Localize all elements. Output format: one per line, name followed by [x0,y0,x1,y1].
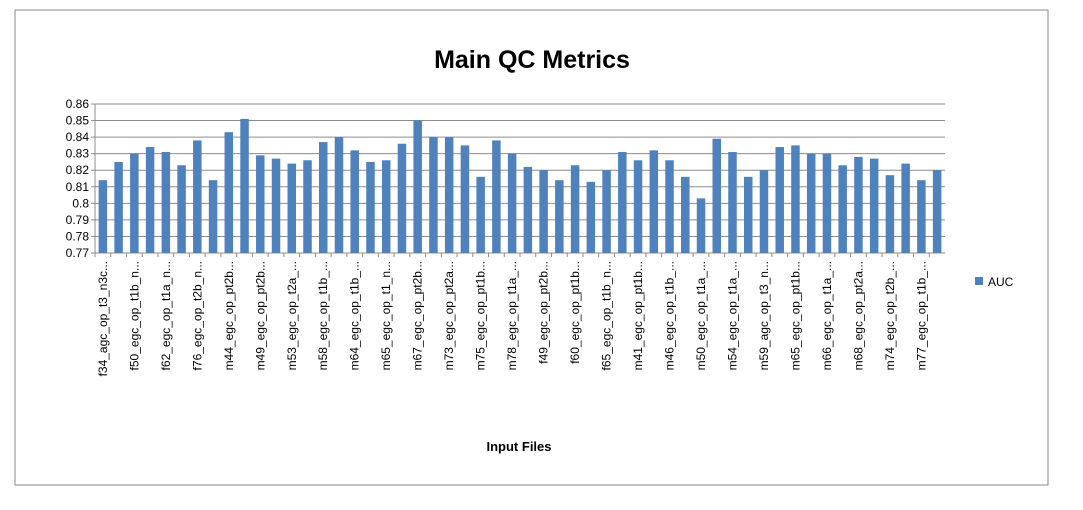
bar [555,180,564,253]
x-tick-label: m66_egc_op_t1a_... [820,261,834,370]
bar [161,152,171,253]
y-tick-label: 0.83 [66,147,90,161]
bar [177,165,186,253]
x-tick-label: m67_egc_op_pt2b... [411,261,425,370]
y-tick-label: 0.78 [66,229,90,243]
x-tick-label: m68_egc_op_pt2a... [851,261,865,370]
bar [539,170,548,253]
bar [145,147,155,253]
bar [287,163,297,253]
x-tick-label: f50_egc_op_t1b_n... [127,261,141,370]
x-tick-label: f49_egc_op_pt2b... [537,261,551,364]
bar [618,152,627,253]
y-tick-label: 0.77 [66,246,90,260]
y-tick-label: 0.82 [66,163,90,177]
bar [633,160,643,253]
x-tick-label: m65_egc_op_pt1b... [788,261,802,370]
bar [444,137,454,253]
x-tick-label: m64_egc_op_t1b_... [348,261,362,370]
y-tick-label: 0.84 [66,130,90,144]
bar [413,120,422,253]
bar [492,140,501,253]
bar [791,145,800,253]
x-tick-label: m65_egc_op_t1_n... [379,261,393,370]
x-tick-label: m75_egc_op_pt1b... [474,261,488,370]
x-tick-label: f62_egc_op_t1a_n... [159,261,173,370]
bar [586,181,596,253]
bar [256,155,265,253]
bar [570,165,580,253]
bar [397,143,407,253]
bar [224,132,234,253]
y-tick-label: 0.79 [66,213,90,227]
bar [366,161,375,253]
legend-swatch [975,277,983,285]
bar [854,156,863,253]
x-tick-label: m54_egc_op_t1a_... [726,261,740,370]
x-tick-label: m46_egc_op_t1b_... [663,261,677,370]
x-tick-label: m78_egc_op_t1a_... [505,261,519,370]
bar [208,180,218,253]
x-tick-label: m77_egc_op_t1b_... [914,261,928,370]
bar [602,170,611,253]
legend-label: AUC [988,275,1014,289]
y-tick-label: 0.86 [66,97,90,111]
bar [728,152,737,253]
x-tick-label: m44_egc_op_pt2b... [222,261,236,370]
bar [507,153,517,253]
bar [932,170,942,253]
bar [130,153,139,253]
bar [822,153,832,253]
bar [350,150,359,253]
bar [334,137,344,253]
chart-title: Main QC Metrics [434,46,630,74]
bar [476,176,485,253]
x-tick-label: m74_egc_op_t2b_... [883,261,897,370]
bar [460,145,470,253]
bar [318,142,328,253]
x-tick-label: f76_egc_op_t2b_n... [190,261,204,370]
bar [523,166,533,253]
bar [806,153,816,253]
y-tick-label: 0.8 [72,196,89,210]
bar [838,165,847,253]
bar [665,160,674,253]
bar [775,147,784,253]
bar [114,161,123,253]
x-tick-label: f65_egc_op_t1b_n... [600,261,614,370]
bar [240,118,249,254]
x-tick-label: m73_egc_op_pt2a... [442,261,456,370]
bar [917,180,926,253]
bar [885,175,895,253]
bar [901,163,910,253]
y-tick-label: 0.81 [66,180,90,194]
x-tick-label: m59_agc_op_t3_n... [757,261,771,370]
bar [681,176,690,253]
bar [381,160,391,253]
x-tick-label: f60_egc_op_pt1b... [568,261,582,364]
x-tick-label: m50_egc_op_t1a_... [694,261,708,370]
x-tick-label: m41_egc_op_pt1b... [631,261,645,370]
bar [869,158,879,253]
bar [303,160,312,253]
x-tick-label: m53_egc_op_t2a_... [285,261,299,370]
bar [759,170,769,253]
x-tick-label: f34_agc_op_t3_n3c... [96,261,110,376]
bar [429,137,438,253]
x-axis-label: Input Files [487,439,552,454]
bar [696,198,706,253]
bar [712,138,722,253]
bar [649,150,659,253]
x-tick-label: m58_egc_op_t1b_... [316,261,330,370]
y-tick-label: 0.85 [66,114,90,128]
bar [271,158,281,253]
x-tick-label: m49_egc_op_pt2b... [253,261,267,370]
bar [98,180,108,253]
bar [743,176,753,253]
bar [193,140,202,253]
